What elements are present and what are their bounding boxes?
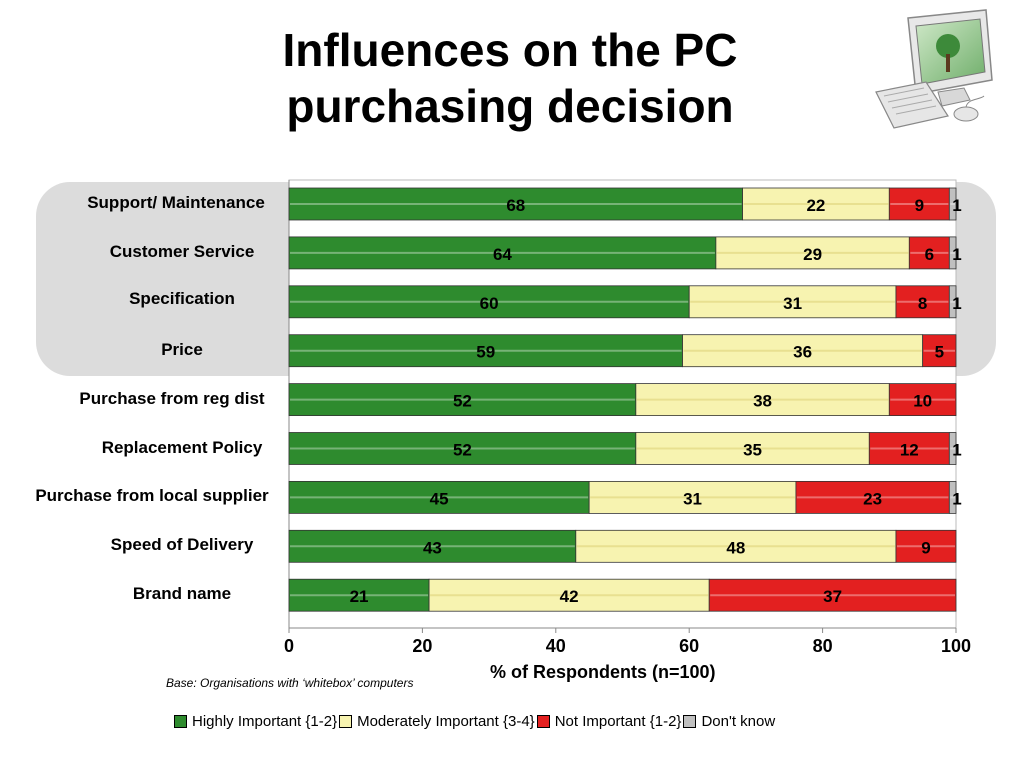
category-label: Speed of Delivery: [110, 535, 254, 555]
x-tick-label: 80: [813, 636, 833, 656]
category-label: Purchase from reg dist: [79, 388, 265, 408]
legend-swatch-moderately-important: [339, 715, 353, 728]
legend: Highly Important {1-2} Moderately Import…: [174, 713, 777, 730]
data-label: 42: [560, 587, 579, 606]
data-label: 60: [480, 294, 499, 313]
bar-segment-dont-know: [948, 285, 957, 319]
data-label: 29: [803, 245, 822, 264]
data-label: 1: [952, 489, 961, 508]
x-tick-label: 20: [412, 636, 432, 656]
category-label: Replacement Policy: [101, 437, 263, 457]
data-label: 59: [476, 343, 495, 362]
x-tick-label: 60: [679, 636, 699, 656]
data-label: 31: [683, 489, 702, 508]
x-tick-label: 0: [284, 636, 294, 656]
data-label: 21: [350, 587, 369, 606]
data-label: 36: [793, 343, 812, 362]
data-label: 45: [430, 489, 449, 508]
title-line-2: purchasing decision: [286, 80, 734, 132]
bar-segment-dont-know: [948, 432, 957, 465]
data-label: 37: [823, 587, 842, 606]
bar-segment-highly-important: [288, 236, 717, 270]
data-label: 6: [925, 245, 934, 264]
x-tick-label: 40: [546, 636, 566, 656]
data-label: 38: [753, 392, 772, 411]
bar-segment-not-important: [708, 578, 957, 612]
x-axis-label: % of Respondents (n=100): [490, 662, 716, 682]
legend-item-highly-important: Highly Important {1-2}: [174, 713, 337, 730]
base-note: Base: Organisations with ‘whitebox’ comp…: [166, 676, 414, 690]
bar-segment-highly-important: [288, 432, 637, 465]
legend-label: Not Important {1-2}: [554, 713, 682, 730]
legend-label: Don't know: [701, 713, 776, 730]
bar-segment-highly-important: [288, 334, 683, 368]
category-label: Specification: [129, 288, 235, 308]
data-label: 52: [453, 441, 472, 460]
legend-label: Moderately Important {3-4}: [357, 713, 535, 730]
legend-swatch-highly-important: [174, 715, 187, 728]
data-label: 5: [935, 343, 944, 362]
title-line-1: Influences on the PC: [282, 24, 738, 76]
data-label: 31: [783, 294, 802, 313]
bar-segment-not-important: [908, 236, 950, 270]
data-label: 10: [913, 392, 932, 411]
bar-segment-highly-important: [288, 383, 637, 417]
data-label: 9: [921, 538, 930, 557]
legend-item-not-important: Not Important {1-2}: [536, 713, 682, 730]
bar-segment-highly-important: [288, 529, 577, 563]
data-label: 68: [506, 196, 525, 215]
data-label: 8: [918, 294, 927, 313]
legend-item-moderately-important: Moderately Important {3-4}: [339, 713, 535, 730]
data-label: 48: [726, 538, 745, 557]
category-label: Brand name: [132, 584, 232, 604]
x-tick-label: 100: [941, 636, 971, 656]
data-label: 22: [806, 196, 825, 215]
data-label: 52: [453, 392, 472, 411]
legend-swatch-dont-know: [683, 715, 697, 728]
legend-item-dont-know: Don't know: [683, 713, 775, 730]
bar-segment-not-important: [922, 334, 957, 368]
data-label: 1: [952, 196, 961, 215]
category-label: Customer Service: [109, 241, 255, 261]
desktop-computer-icon: [875, 9, 993, 129]
legend-swatch-not-important: [536, 715, 550, 728]
chart-title: Influences on the PC purchasing decision: [200, 22, 820, 134]
data-label: 43: [423, 538, 442, 557]
data-label: 35: [743, 441, 762, 460]
bar-segment-highly-important: [288, 187, 743, 221]
data-label: 1: [952, 294, 961, 313]
bar-segment-not-important: [895, 529, 957, 563]
data-label: 1: [952, 245, 961, 264]
data-label: 64: [493, 245, 512, 264]
category-label: Purchase from local supplier: [35, 486, 269, 506]
data-label: 23: [863, 489, 882, 508]
bar-segment-dont-know: [948, 236, 957, 270]
bar-segment-highly-important: [288, 285, 690, 319]
bar-segment-not-important: [795, 480, 950, 514]
data-label: 1: [952, 441, 961, 460]
category-label: Support/ Maintenance: [87, 193, 265, 212]
bar-segment-dont-know: [948, 480, 957, 514]
data-label: 12: [900, 441, 919, 460]
bar-segment-not-important: [888, 383, 957, 417]
data-label: 9: [915, 196, 924, 215]
category-label: Price: [161, 339, 203, 359]
bar-segment-highly-important: [288, 578, 430, 612]
legend-label: Highly Important {1-2}: [192, 713, 338, 730]
bar-segment-not-important: [895, 285, 950, 319]
bar-segment-not-important: [868, 432, 950, 465]
bar-segment-dont-know: [948, 187, 957, 221]
